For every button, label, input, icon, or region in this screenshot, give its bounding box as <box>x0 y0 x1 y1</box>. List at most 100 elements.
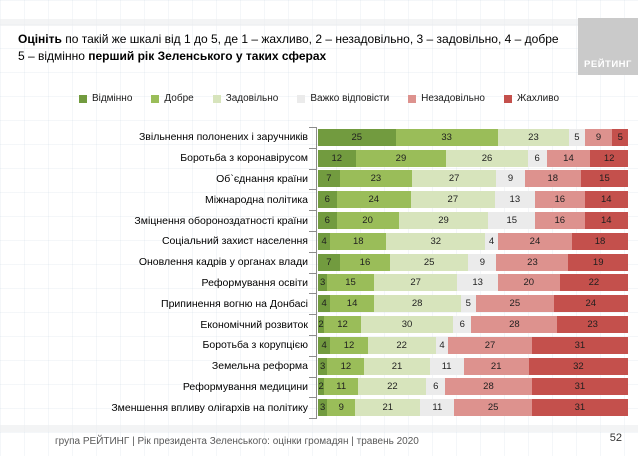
value-label: 14 <box>563 152 574 164</box>
legend-item: Жахливо <box>503 93 559 104</box>
page-number: 52 <box>609 432 622 444</box>
axis-tick <box>309 210 317 212</box>
bar-segment: 13 <box>457 274 498 292</box>
bar-segment: 4 <box>318 232 331 250</box>
bar-segment: 19 <box>568 253 628 271</box>
stacked-bar-chart: Звільнення полонених і заручників 25 33 23 5… <box>16 127 628 420</box>
bar-segment: 33 <box>395 128 498 146</box>
axis-tick <box>309 251 317 253</box>
value-label: 5 <box>574 131 580 143</box>
value-label: 25 <box>423 256 435 268</box>
category-label: Звільнення полонених і заручників <box>138 131 308 144</box>
bar-segment: 14 <box>584 191 628 209</box>
bar-segment: 4 <box>435 336 449 354</box>
bar-segment: 5 <box>612 128 628 146</box>
value-label: 9 <box>338 402 344 414</box>
value-label: 21 <box>391 360 403 372</box>
title-line1: по такій же шкалі від 1 до 5, де 1 – жах… <box>65 32 559 46</box>
stacked-bar: 7 23 27 9 18 15 <box>318 170 628 188</box>
value-label: 4 <box>321 339 327 351</box>
value-label: 28 <box>509 319 520 331</box>
bar-segment: 14 <box>584 212 628 230</box>
value-label: 22 <box>588 277 600 289</box>
value-label: 6 <box>324 215 330 227</box>
bar-segment: 25 <box>390 253 469 271</box>
stacked-bar: 2 12 30 6 28 23 <box>318 316 628 334</box>
stacked-bar: 4 14 28 5 25 24 <box>318 295 628 313</box>
chart-row: Об`єднання країни 7 23 27 9 18 15 <box>16 169 628 190</box>
value-label: 20 <box>523 277 535 289</box>
bar-segment: 15 <box>580 170 628 188</box>
value-label: 28 <box>483 381 494 393</box>
category-label: Боротьба з коронавірусом <box>180 152 308 165</box>
value-label: 6 <box>433 381 439 393</box>
value-label: 27 <box>410 277 421 289</box>
bar-segment: 29 <box>398 212 489 230</box>
legend-swatch-icon <box>78 94 87 103</box>
value-label: 9 <box>595 131 602 143</box>
bar-segment: 24 <box>336 191 411 209</box>
chart-row: Боротьба з корупцією 4 12 22 4 27 31 <box>16 335 628 356</box>
bar-segment: 31 <box>531 336 628 354</box>
bar-segment: 26 <box>446 149 528 167</box>
chart-legend: Відмінно Добре Задовільно Важко відповісти Н… <box>0 93 638 104</box>
value-label: 26 <box>481 152 493 164</box>
bar-segment: 21 <box>364 357 430 375</box>
bar-segment: 7 <box>318 253 340 271</box>
bar-segment: 16 <box>534 191 585 209</box>
value-label: 25 <box>351 131 363 143</box>
bar-segment: 25 <box>476 295 554 313</box>
bar-segment: 18 <box>330 232 387 250</box>
axis-tick <box>309 397 317 399</box>
value-label: 23 <box>587 319 598 331</box>
legend-swatch-icon <box>212 94 221 103</box>
bar-segment: 2 <box>318 378 325 396</box>
bar-segment: 22 <box>559 274 628 292</box>
value-label: 24 <box>585 298 597 310</box>
value-label: 20 <box>362 215 373 227</box>
value-label: 12 <box>331 152 343 164</box>
bar-segment: 32 <box>528 357 628 375</box>
value-label: 4 <box>488 235 495 247</box>
axis-tick <box>309 355 317 357</box>
value-label: 27 <box>447 194 459 206</box>
bar-segment: 4 <box>485 232 498 250</box>
value-label: 15 <box>345 277 356 289</box>
bar-segment: 9 <box>496 170 525 188</box>
bar-segment: 32 <box>386 232 486 250</box>
bar-segment: 27 <box>410 191 495 209</box>
bar-segment: 29 <box>355 149 447 167</box>
bar-segment: 21 <box>355 399 421 417</box>
value-label: 24 <box>368 194 380 206</box>
bar-segment: 27 <box>448 336 532 354</box>
value-label: 19 <box>592 256 604 268</box>
category-label: Оновлення кадрів у органах влади <box>138 256 308 269</box>
bar-segment: 5 <box>569 128 585 146</box>
value-label: 3 <box>320 277 326 289</box>
bar-segment: 18 <box>572 232 628 250</box>
stacked-bar: 2 11 22 6 28 31 <box>318 378 628 396</box>
axis-tick <box>309 418 317 420</box>
bar-segment: 14 <box>330 295 374 313</box>
category-label: Боротьба з корупцією <box>202 339 308 352</box>
bar-segment: 12 <box>330 336 368 354</box>
stacked-bar: 7 16 25 9 23 19 <box>318 253 628 271</box>
legend-item: Важко відповісти <box>297 93 389 104</box>
value-label: 9 <box>479 256 486 268</box>
category-label: Припинення вогню на Донбасі <box>161 297 308 310</box>
bar-segment: 2 <box>318 316 325 334</box>
bar-segment: 23 <box>339 170 412 188</box>
category-label: Реформування медицини <box>182 380 308 393</box>
title-line2-bold: перший рік Зеленського у таких сферах <box>88 49 327 63</box>
value-label: 25 <box>487 402 499 414</box>
bar-segment: 23 <box>496 253 569 271</box>
bar-segment: 9 <box>327 399 356 417</box>
value-label: 21 <box>490 360 502 372</box>
category-label: Об`єднання країни <box>216 172 308 185</box>
stacked-bar: 6 24 27 13 16 14 <box>318 191 628 209</box>
chart-row: Зміцнення обороноздатності країни 6 20 29 15… <box>16 210 628 231</box>
value-label: 11 <box>336 381 347 393</box>
stacked-bar: 4 12 22 4 27 31 <box>318 336 628 354</box>
title-bold-lead: Оцініть <box>18 32 62 46</box>
bar-segment: 31 <box>531 399 628 417</box>
